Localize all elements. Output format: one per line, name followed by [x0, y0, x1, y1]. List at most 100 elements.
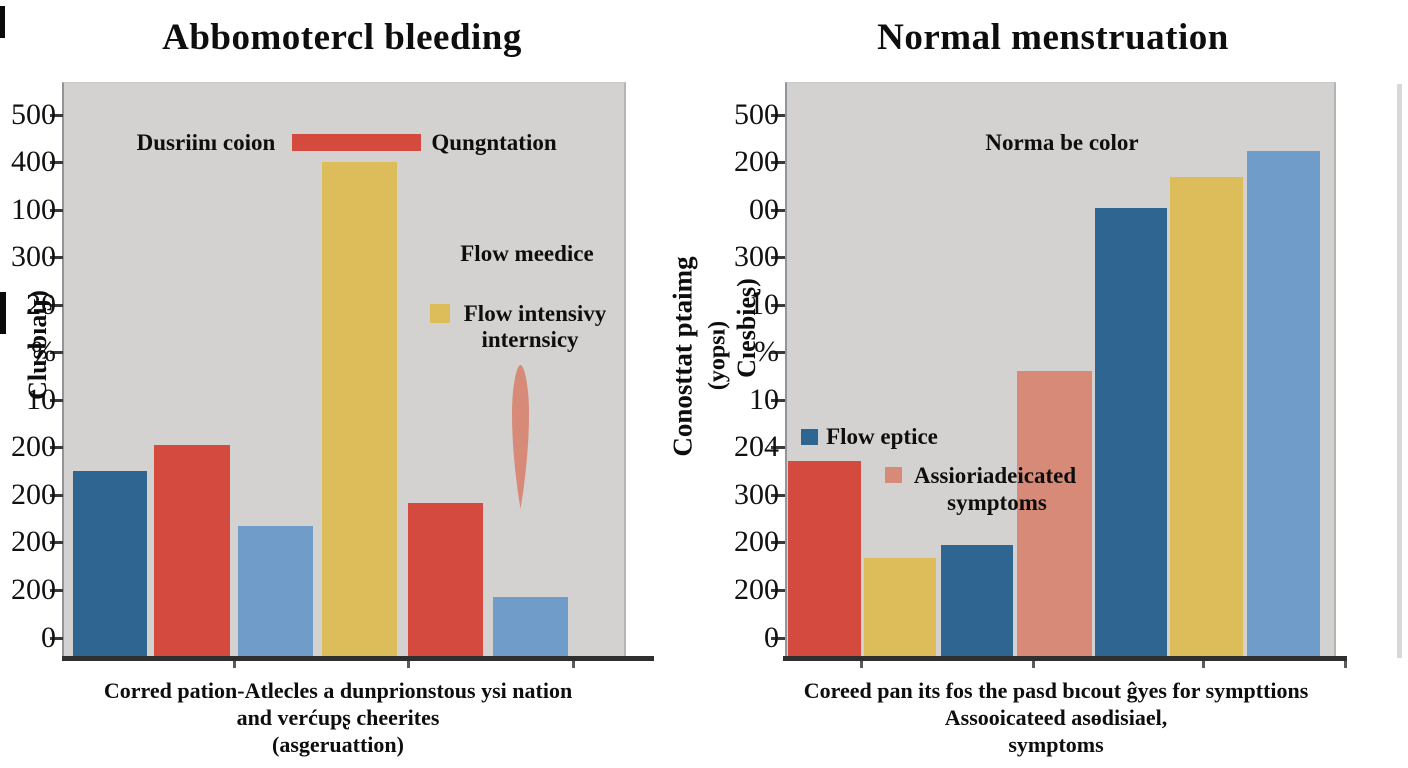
y-tick-mark-left-5 — [50, 304, 63, 307]
left-xlabel-line-2: and verćupʂ cheerites — [236, 705, 440, 730]
legend-swatch-blue — [801, 429, 818, 445]
bar-left-2 — [154, 445, 230, 658]
y-axis-title-3: Cıesbieʂ) — [732, 278, 761, 378]
bar-right-1 — [788, 461, 861, 658]
y-tick-mark-right-10 — [771, 541, 785, 544]
y-tick-mark-right-6 — [771, 351, 785, 354]
x-tick-right-4 — [1344, 661, 1347, 668]
y-tick-label-left-7: 10 — [26, 383, 56, 416]
y-tick-mark-right-11 — [771, 589, 785, 592]
y-tick-mark-left-6 — [50, 351, 63, 354]
edge-mark-top-left — [0, 6, 5, 38]
y-tick-mark-left-9 — [50, 494, 63, 497]
y-tick-mark-left-12 — [50, 637, 63, 640]
right-xlabel-line-2: Assooicateed asɵdisiael, — [944, 705, 1168, 730]
legend-label-internsicy: internsicy — [481, 327, 579, 352]
x-tick-left-2 — [407, 661, 410, 668]
legend-label-assioriadeicated: Assioriadeicated — [913, 463, 1077, 488]
x-tick-right-1 — [860, 661, 863, 668]
y-tick-mark-right-3 — [771, 209, 785, 212]
legend-label-flow-eptice: Flow eptice — [826, 424, 938, 449]
y-tick-label-left-8: 200 — [11, 430, 56, 463]
y-tick-label-right-4: 300 — [734, 240, 779, 273]
y-tick-label-left-9: 200 — [11, 478, 56, 511]
bar-right-3 — [941, 545, 1013, 658]
y-tick-mark-right-5 — [771, 304, 785, 307]
y-tick-label-left-10: 200 — [11, 525, 56, 558]
right-xlabel-line-1: Coreed pan its fos the pasd bıcout ĝyes … — [803, 678, 1309, 703]
x-axis-line-left — [62, 656, 654, 661]
legend-label-qungntation: Qungntation — [431, 130, 557, 155]
left-chart-title: Abbomotercl bleeding — [162, 17, 522, 58]
y-tick-mark-right-2 — [771, 161, 785, 164]
bar-right-5 — [1095, 208, 1167, 658]
right-xlabel-line-3: symptoms — [1008, 732, 1104, 757]
y-axis-title: Clusbıaiɟ) — [23, 290, 52, 400]
x-tick-right-3 — [1202, 661, 1205, 668]
y-tick-label-left-4: 300 — [11, 240, 56, 273]
y-tick-mark-left-8 — [50, 446, 63, 449]
y-tick-mark-right-8 — [771, 446, 785, 449]
y-tick-label-right-12: 0 — [764, 621, 779, 654]
y-tick-mark-right-1 — [771, 114, 785, 117]
y-tick-label-right-8: 204 — [734, 430, 779, 463]
edge-mark-mid-left — [0, 292, 6, 334]
legend-swatch-salmon — [885, 467, 902, 483]
annotation-norma-be-color: Norma be color — [985, 130, 1139, 155]
y-tick-mark-left-4 — [50, 256, 63, 259]
y-tick-label-left-5: 20 — [26, 288, 56, 321]
right-chart-title: Normal menstruation — [877, 17, 1229, 58]
y-tick-label-left-2: 400 — [11, 145, 56, 178]
y-tick-label-right-1: 500 — [734, 98, 779, 131]
legend-swatch-yellow — [430, 304, 450, 323]
y-tick-mark-right-12 — [771, 637, 785, 640]
y-tick-mark-left-11 — [50, 589, 63, 592]
y-tick-mark-left-2 — [50, 161, 63, 164]
bar-left-1 — [73, 471, 147, 658]
left-xlabel-line-3: (asgeruattion) — [272, 732, 404, 757]
right-edge-strip — [1397, 84, 1402, 658]
y-tick-label-right-10: 200 — [734, 525, 779, 558]
bar-left-4 — [322, 162, 397, 658]
y-tick-label-right-9: 300 — [734, 478, 779, 511]
y-tick-label-left-11: 200 — [11, 573, 56, 606]
y-tick-label-left-3: 100 — [11, 193, 56, 226]
y-tick-mark-left-7 — [50, 399, 63, 402]
y-tick-label-right-11: 200 — [734, 573, 779, 606]
y-tick-label-right-2: 200 — [734, 145, 779, 178]
left-chart-xlabel: Corred pation-Atlecles a dunprionstous y… — [38, 677, 638, 758]
bar-left-5 — [408, 503, 483, 658]
legend-label-flow-intensivy: Flow intensivy — [463, 301, 607, 326]
legend-label-symptoms: symptoms — [947, 490, 1047, 515]
y-tick-label-left-12: 0 — [41, 621, 56, 654]
y-axis-title-2: (yopsı) — [704, 320, 731, 391]
bar-right-2 — [864, 558, 936, 658]
bar-left-3 — [238, 526, 313, 658]
bar-left-6 — [493, 597, 568, 658]
bar-right-7 — [1247, 151, 1320, 658]
y-tick-mark-right-9 — [771, 494, 785, 497]
y-tick-mark-left-3 — [50, 209, 63, 212]
y-tick-label-left-6: % — [31, 335, 56, 368]
y-tick-mark-left-1 — [50, 114, 63, 117]
y-tick-mark-right-7 — [771, 399, 785, 402]
y-tick-label-right-3: 00 — [749, 193, 779, 226]
bar-right-6 — [1170, 177, 1243, 658]
annotation-flow-meedice: Flow meedice — [460, 241, 594, 266]
y-tick-label-right-7: 10 — [749, 383, 779, 416]
x-tick-right-2 — [1032, 661, 1035, 668]
x-axis-line-right — [783, 656, 1347, 661]
y-tick-label-left-1: 500 — [11, 98, 56, 131]
y-axis-title-1: Conosttat ptaimg — [667, 256, 698, 457]
legend-label-dusriini: Dusriinı coion — [136, 130, 276, 155]
x-tick-left-3 — [572, 661, 575, 668]
bar-right-4 — [1017, 371, 1092, 658]
y-tick-mark-left-10 — [50, 541, 63, 544]
teardrop-marker — [512, 365, 529, 509]
x-tick-left-1 — [233, 661, 236, 668]
left-xlabel-line-1: Corred pation-Atlecles a dunprionstous y… — [103, 678, 573, 703]
right-chart-xlabel: Coreed pan its fos the pasd bıcout ĝyes … — [756, 677, 1356, 758]
y-tick-label-right-6: % — [754, 335, 779, 368]
legend-swatch-red-bar — [292, 134, 421, 151]
